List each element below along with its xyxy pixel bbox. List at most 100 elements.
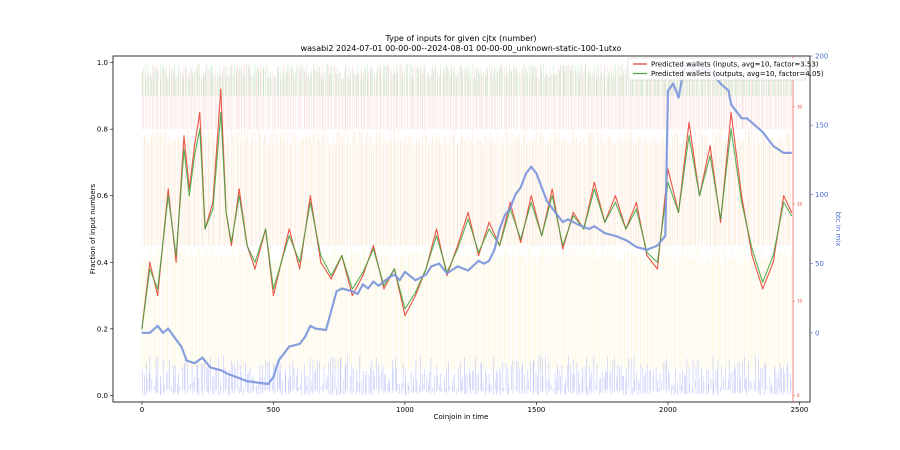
data-point bbox=[783, 201, 785, 203]
data-point bbox=[167, 188, 169, 190]
y-tick-label: 0.2 bbox=[97, 325, 108, 333]
data-point bbox=[204, 228, 206, 230]
y-right-ticks: 0 50 100 150 200 bbox=[810, 53, 828, 337]
y-tick-label: 0.8 bbox=[97, 126, 108, 134]
data-point bbox=[520, 187, 522, 188]
data-point bbox=[351, 290, 353, 292]
y-right-tick-label: 0 bbox=[815, 329, 819, 337]
data-point bbox=[246, 380, 248, 382]
data-point bbox=[404, 271, 406, 273]
data-point bbox=[546, 200, 548, 202]
data-point bbox=[415, 291, 416, 293]
data-point bbox=[280, 261, 282, 263]
y-ticks: 0.0 0.2 0.4 0.6 0.8 1.0 bbox=[97, 59, 113, 400]
data-point bbox=[315, 328, 316, 330]
data-point bbox=[186, 360, 188, 361]
data-point bbox=[741, 117, 743, 119]
data-point bbox=[167, 195, 169, 197]
data-point bbox=[751, 248, 753, 250]
data-point bbox=[320, 261, 322, 263]
data-point bbox=[730, 112, 732, 114]
inner-red-ticks: 0 10 20 30 bbox=[793, 104, 803, 398]
data-point bbox=[141, 332, 143, 334]
band-blue bbox=[142, 355, 792, 396]
data-point bbox=[220, 369, 222, 371]
data-point bbox=[478, 255, 480, 257]
data-point bbox=[499, 228, 501, 230]
data-point bbox=[457, 248, 459, 250]
data-point bbox=[741, 195, 743, 197]
data-point bbox=[499, 245, 501, 247]
data-point bbox=[514, 193, 516, 195]
data-point bbox=[236, 376, 238, 378]
data-point bbox=[741, 201, 743, 203]
data-point bbox=[562, 221, 564, 223]
data-point bbox=[646, 249, 648, 251]
data-point bbox=[488, 221, 490, 223]
data-point bbox=[404, 308, 406, 310]
data-point bbox=[188, 195, 190, 197]
data-point bbox=[238, 188, 240, 190]
data-point bbox=[199, 112, 201, 114]
data-point bbox=[614, 201, 616, 203]
data-point bbox=[351, 288, 353, 290]
data-point bbox=[393, 268, 395, 270]
data-point bbox=[583, 228, 585, 230]
data-point bbox=[362, 275, 364, 277]
data-point bbox=[225, 211, 227, 213]
data-point bbox=[664, 235, 666, 237]
data-point bbox=[530, 166, 532, 168]
data-point bbox=[672, 83, 674, 85]
x-tick-label: 1000 bbox=[396, 406, 414, 414]
data-point bbox=[728, 90, 729, 92]
data-point bbox=[751, 255, 753, 257]
data-point bbox=[175, 261, 177, 263]
inner-red-tick-label: 0 bbox=[797, 393, 800, 398]
data-point bbox=[478, 260, 480, 262]
data-point bbox=[325, 329, 327, 331]
data-point bbox=[467, 211, 469, 213]
data-point bbox=[194, 155, 195, 157]
data-point bbox=[309, 325, 311, 327]
data-point bbox=[783, 152, 785, 154]
y-right-tick-label: 100 bbox=[815, 191, 828, 199]
data-point bbox=[562, 245, 564, 247]
data-point bbox=[467, 218, 469, 220]
x-tick-label: 500 bbox=[267, 406, 280, 414]
data-point bbox=[288, 235, 290, 237]
data-point bbox=[762, 288, 764, 290]
data-point bbox=[588, 228, 590, 230]
data-point bbox=[341, 255, 343, 257]
data-point bbox=[467, 270, 469, 271]
data-point bbox=[341, 288, 343, 289]
data-point bbox=[415, 279, 416, 281]
data-point bbox=[220, 112, 222, 114]
legend-label-outputs: Predicted wallets (outputs, avg=10, fact… bbox=[651, 70, 824, 78]
data-point bbox=[635, 208, 637, 210]
data-point bbox=[175, 255, 177, 257]
data-point bbox=[230, 241, 232, 243]
data-point bbox=[272, 288, 274, 290]
data-point bbox=[157, 288, 159, 290]
data-point bbox=[257, 382, 259, 384]
data-point bbox=[557, 214, 558, 216]
band-red bbox=[142, 62, 793, 130]
data-point bbox=[762, 131, 764, 133]
data-point bbox=[625, 228, 627, 230]
data-point bbox=[562, 248, 564, 250]
data-point bbox=[730, 128, 732, 130]
data-point bbox=[141, 328, 143, 330]
data-point bbox=[299, 261, 301, 263]
data-point bbox=[520, 241, 522, 243]
data-point bbox=[372, 245, 374, 247]
data-point bbox=[709, 145, 711, 147]
data-point bbox=[299, 343, 301, 345]
data-point bbox=[330, 275, 332, 277]
data-point bbox=[720, 83, 722, 85]
data-point bbox=[201, 357, 203, 359]
data-point bbox=[162, 332, 164, 334]
data-point bbox=[525, 173, 527, 175]
y-right-tick-label: 150 bbox=[815, 122, 828, 130]
data-point bbox=[667, 168, 669, 170]
